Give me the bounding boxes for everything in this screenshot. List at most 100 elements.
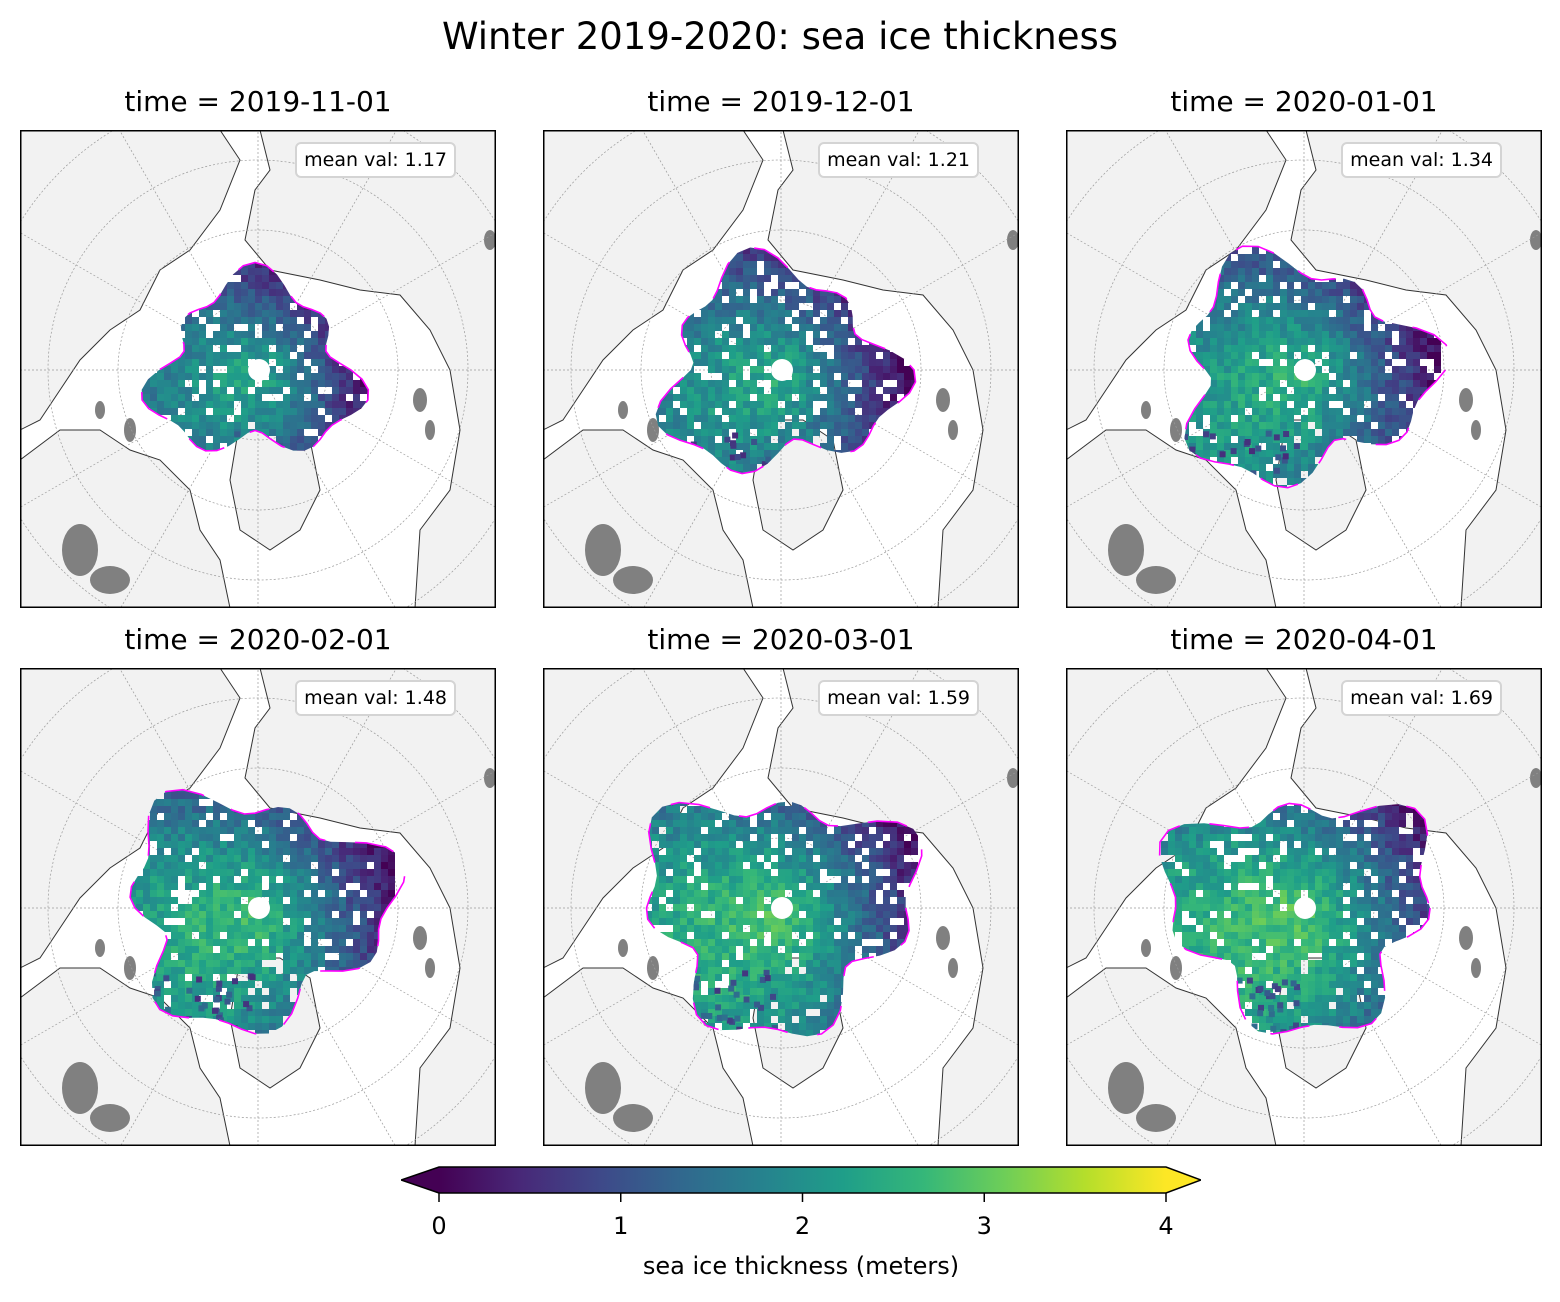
ice-cell [771, 422, 778, 429]
ice-cell [799, 387, 806, 394]
ice-cell [869, 408, 876, 415]
ice-cell [136, 904, 143, 911]
ice-cell [694, 401, 701, 408]
ice-cell [213, 422, 220, 429]
ice-cell [318, 422, 325, 429]
ice-cell [869, 373, 876, 380]
ice-cell [1224, 408, 1231, 415]
ice-cell [185, 366, 192, 373]
ice-cell [255, 394, 262, 401]
ice-cell [694, 415, 701, 422]
ice-cell [150, 974, 157, 981]
ice-cell [171, 862, 178, 869]
ice-cell [1301, 303, 1308, 310]
ice-cell [241, 359, 248, 366]
ice-cell [290, 317, 297, 324]
ice-cell [1273, 317, 1280, 324]
ice-cell [792, 345, 799, 352]
ice-cell [1385, 324, 1392, 331]
ice-cell [1287, 429, 1294, 436]
ice-cell [855, 366, 862, 373]
ice-cell [736, 282, 743, 289]
ice-cell [1217, 387, 1224, 394]
ice-cell [1385, 415, 1392, 422]
ice-cell [269, 282, 276, 289]
ice-cell [813, 394, 820, 401]
ice-cell [1322, 373, 1329, 380]
ice-cell [1252, 450, 1259, 457]
ice-cell [1210, 331, 1217, 338]
ice-cell [1280, 317, 1287, 324]
ice-cell [757, 408, 764, 415]
ice-cell [1259, 331, 1266, 338]
ice-cell [1406, 359, 1413, 366]
ice-cell [694, 429, 701, 436]
ice-cell [757, 338, 764, 345]
ice-cell [213, 911, 220, 918]
ice-cell [771, 394, 778, 401]
ice-cell [220, 289, 227, 296]
ice-cell [827, 415, 834, 422]
ice-cell [255, 317, 262, 324]
ice-cell [1203, 401, 1210, 408]
ice-cell [659, 408, 666, 415]
ice-cell [743, 289, 750, 296]
ice-cell [764, 352, 771, 359]
ice-cell [353, 408, 360, 415]
ice-cell [1280, 401, 1287, 408]
ice-cell [848, 401, 855, 408]
ice-cell [729, 415, 736, 422]
ice-cell [290, 429, 297, 436]
ice-cell [1322, 443, 1329, 450]
ice-cell [311, 394, 318, 401]
ice-cell [729, 345, 736, 352]
ice-cell [1280, 471, 1287, 478]
ice-cell [813, 359, 820, 366]
ice-cell [1399, 401, 1406, 408]
ice-cell [1273, 387, 1280, 394]
ice-cell [213, 331, 220, 338]
map-frame [1066, 130, 1542, 608]
ice-cell [171, 373, 178, 380]
ice-cell [248, 1016, 255, 1023]
ice-cell [694, 408, 701, 415]
ice-cell [192, 918, 199, 925]
eurasia-land [244, 130, 496, 608]
ice-cell [248, 408, 255, 415]
ice-cell [220, 401, 227, 408]
ice-cell [234, 373, 241, 380]
ice-cell [290, 443, 297, 450]
ice-cell [276, 422, 283, 429]
ice-cell [757, 359, 764, 366]
ice-cell [220, 429, 227, 436]
ice-cell [869, 366, 876, 373]
ice-cell [834, 394, 841, 401]
ice-cell [1287, 289, 1294, 296]
ice-cell [248, 394, 255, 401]
ice-cell [1315, 408, 1322, 415]
ice-cell [771, 352, 778, 359]
ice-cell [1287, 408, 1294, 415]
ice-cell [1184, 429, 1189, 436]
ice-cell [241, 904, 248, 911]
ice-cell [171, 876, 178, 883]
ice-cell [227, 890, 234, 897]
ice-cell [1350, 387, 1357, 394]
ice-cell [213, 408, 220, 415]
ice-cell [227, 918, 234, 925]
lakes-layer [62, 230, 496, 594]
ice-cell [178, 904, 185, 911]
ice-cell [841, 296, 848, 303]
ice-cell [206, 946, 213, 953]
ice-cell [834, 324, 841, 331]
ice-cell [248, 380, 255, 387]
ice-cell [1336, 429, 1343, 436]
ice-cell [848, 415, 855, 422]
ice-cell [227, 932, 234, 939]
ice-cell [1266, 303, 1273, 310]
ice-cell [855, 422, 862, 429]
panel-title: time = 2019-12-01 [647, 85, 915, 118]
ice-cell [192, 988, 199, 995]
ice-cell [743, 359, 750, 366]
map-panel: time = 2020-01-01 mean val: 1.34 [1066, 85, 1542, 608]
